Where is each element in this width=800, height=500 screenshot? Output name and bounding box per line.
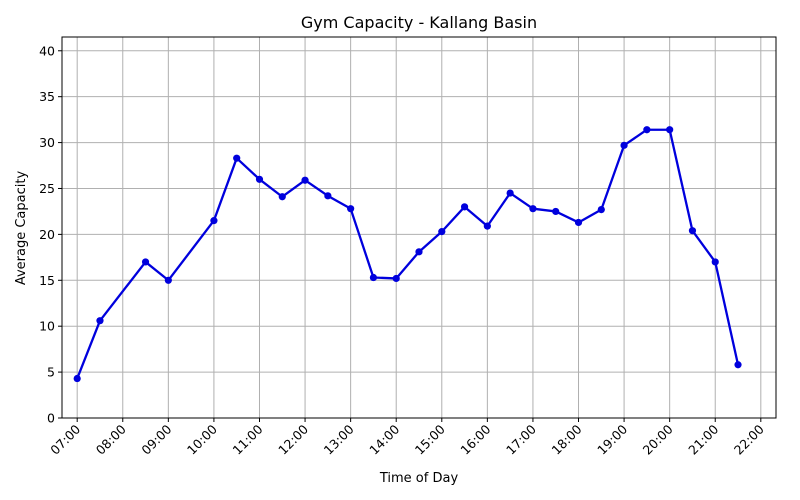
- data-point: [233, 154, 241, 162]
- data-point: [278, 193, 286, 201]
- data-point: [438, 228, 446, 236]
- y-tick-label: 35: [39, 89, 55, 104]
- x-tick-label: 13:00: [321, 421, 357, 457]
- y-tick-label: 0: [47, 411, 55, 426]
- data-point: [164, 276, 172, 284]
- x-tick-label: 14:00: [366, 421, 402, 457]
- data-point: [460, 203, 469, 211]
- data-point: [392, 274, 400, 283]
- x-tick-label: 07:00: [47, 421, 83, 457]
- data-point: [734, 361, 742, 369]
- y-tick-label: 10: [39, 319, 55, 334]
- data-point: [96, 317, 104, 325]
- data-point: [688, 227, 697, 235]
- axis-ticks: 07:00 08:00 09:00 10:00 11:00 12:00 13:00 14:00…: [39, 43, 767, 457]
- x-tick-label: 15:00: [412, 421, 448, 457]
- y-tick-label: 5: [47, 365, 55, 380]
- chart-title: Gym Capacity - Kallang Basin: [301, 13, 537, 32]
- data-point: [324, 192, 332, 200]
- y-tick-label: 20: [39, 227, 55, 242]
- data-point: [210, 217, 218, 225]
- data-point: [597, 205, 605, 214]
- data-point: [347, 205, 355, 213]
- x-tick-label: 19:00: [594, 421, 630, 457]
- y-tick-label: 40: [39, 43, 55, 58]
- x-tick-label: 16:00: [457, 421, 493, 457]
- data-point: [483, 222, 491, 230]
- y-axis-label: Average Capacity: [14, 171, 29, 286]
- series-layer: [73, 126, 742, 383]
- data-point: [141, 258, 150, 266]
- data-point: [711, 258, 719, 266]
- x-tick-label: 12:00: [275, 421, 311, 457]
- data-point: [415, 248, 423, 256]
- x-tick-label: 18:00: [549, 421, 585, 457]
- x-tick-label: 22:00: [731, 421, 767, 457]
- x-tick-label: 21:00: [685, 421, 721, 457]
- x-tick-label: 08:00: [93, 421, 129, 457]
- grid-lines: [62, 37, 776, 419]
- data-point: [529, 205, 537, 213]
- data-point: [369, 273, 378, 282]
- data-point: [73, 374, 81, 383]
- x-tick-label: 10:00: [184, 421, 220, 457]
- data-point: [620, 141, 628, 149]
- y-tick-label: 30: [39, 135, 55, 150]
- x-tick-label: 17:00: [503, 421, 539, 457]
- y-tick-label: 25: [39, 181, 55, 196]
- data-point: [506, 189, 514, 197]
- data-point: [666, 126, 674, 134]
- plot-frame: [61, 36, 777, 419]
- data-point: [574, 218, 583, 227]
- x-axis-label: Time of Day: [379, 471, 459, 486]
- data-point: [552, 207, 560, 216]
- x-tick-label: 20:00: [640, 421, 676, 457]
- x-tick-label: 11:00: [230, 421, 266, 457]
- data-point: [255, 175, 264, 183]
- x-tick-label: 09:00: [138, 421, 174, 457]
- y-tick-label: 15: [39, 273, 55, 288]
- data-point: [643, 126, 651, 134]
- series-line: [76, 128, 740, 379]
- data-point: [301, 176, 309, 184]
